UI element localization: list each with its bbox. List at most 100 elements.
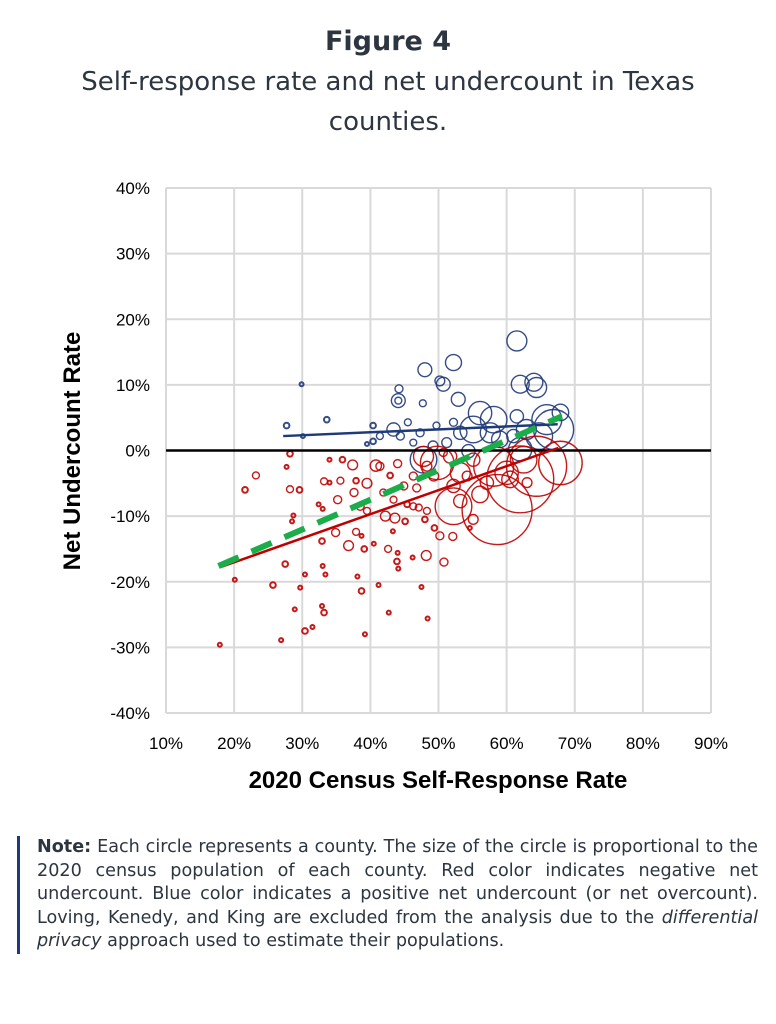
county-point-negative bbox=[290, 512, 297, 519]
county-point-negative bbox=[408, 471, 418, 481]
county-point-positive bbox=[394, 396, 403, 405]
county-point-negative bbox=[421, 460, 433, 472]
county-point-negative bbox=[352, 476, 360, 485]
county-point-negative bbox=[435, 531, 445, 541]
county-point-negative bbox=[420, 549, 432, 562]
county-point-negative bbox=[322, 571, 329, 578]
county-point-negative bbox=[471, 485, 490, 504]
county-point-positive bbox=[510, 374, 530, 394]
county-point-negative bbox=[389, 495, 398, 504]
county-point-negative bbox=[389, 528, 396, 535]
county-point-positive bbox=[467, 400, 493, 426]
county-point-positive bbox=[394, 384, 404, 394]
trend-lines bbox=[166, 413, 711, 569]
county-point-negative bbox=[486, 445, 555, 514]
county-point-negative bbox=[448, 531, 458, 542]
county-point-negative bbox=[424, 615, 431, 622]
y-tick-label: 30% bbox=[116, 245, 150, 264]
y-tick-label: -40% bbox=[110, 704, 150, 723]
figure-label: Figure 4 bbox=[324, 26, 452, 57]
figure-subtitle: Self-response rate and net undercount in… bbox=[81, 67, 695, 137]
county-point-negative bbox=[361, 477, 373, 489]
y-axis-title: Net Undercount Rate bbox=[59, 332, 86, 571]
county-point-positive bbox=[403, 418, 413, 427]
county-point-negative bbox=[370, 540, 377, 547]
y-tick-label: 20% bbox=[116, 310, 150, 329]
county-point-negative bbox=[301, 571, 308, 578]
county-point-negative bbox=[301, 627, 309, 635]
county-point-negative bbox=[289, 518, 296, 525]
y-tick-label: -20% bbox=[110, 573, 150, 592]
x-tick-label: 70% bbox=[558, 734, 592, 753]
y-tick-label: 10% bbox=[116, 376, 150, 395]
county-point-negative bbox=[361, 631, 368, 638]
county-point-negative bbox=[393, 557, 401, 566]
county-point-negative bbox=[434, 487, 473, 526]
x-tick-label: 20% bbox=[217, 734, 251, 753]
county-point-positive bbox=[282, 421, 291, 430]
y-tick-label: 0% bbox=[125, 442, 150, 461]
county-point-positive bbox=[509, 409, 525, 424]
note-text-end: approach used to estimate their populati… bbox=[101, 931, 505, 952]
county-point-negative bbox=[326, 479, 333, 486]
county-point-negative bbox=[309, 624, 316, 631]
county-point-negative bbox=[278, 637, 285, 644]
county-point-negative bbox=[412, 445, 435, 468]
note-text: Each circle represents a county. The siz… bbox=[37, 837, 758, 928]
county-point-positive bbox=[524, 372, 544, 392]
county-point-positive bbox=[298, 381, 305, 388]
county-point-negative bbox=[347, 459, 359, 471]
county-point-positive bbox=[525, 376, 548, 399]
county-point-negative bbox=[283, 463, 290, 470]
county-point-negative bbox=[421, 515, 429, 524]
county-point-negative bbox=[409, 554, 416, 561]
y-tick-label: -30% bbox=[110, 638, 150, 657]
county-point-positive bbox=[369, 421, 377, 430]
county-point-negative bbox=[409, 502, 418, 511]
county-point-negative bbox=[336, 476, 345, 485]
county-point-negative bbox=[414, 503, 423, 512]
county-point-negative bbox=[354, 573, 361, 580]
county-point-negative bbox=[418, 584, 425, 590]
county-point-negative bbox=[439, 557, 449, 567]
county-point-positive bbox=[441, 437, 453, 449]
county-point-negative bbox=[395, 565, 402, 572]
county-point-negative bbox=[357, 587, 366, 595]
county-point-negative bbox=[216, 641, 223, 648]
county-point-negative bbox=[315, 501, 322, 508]
county-point-negative bbox=[297, 584, 304, 591]
x-tick-label: 40% bbox=[353, 734, 387, 753]
county-point-negative bbox=[369, 459, 383, 472]
county-point-negative bbox=[392, 458, 403, 469]
county-point-negative bbox=[385, 609, 392, 616]
county-point-negative bbox=[386, 471, 394, 480]
county-point-negative bbox=[285, 485, 295, 494]
note: Note: Each circle represents a county. T… bbox=[17, 836, 758, 954]
county-point-positive bbox=[479, 422, 501, 444]
note-label: Note: bbox=[37, 837, 92, 857]
county-point-negative bbox=[452, 493, 468, 509]
county-point-positive bbox=[390, 392, 406, 409]
county-point-negative bbox=[269, 581, 277, 589]
county-point-negative bbox=[467, 513, 479, 526]
county-point-positive bbox=[418, 399, 427, 408]
county-point-negative bbox=[494, 460, 519, 486]
county-point-negative bbox=[338, 455, 347, 464]
county-point-negative bbox=[349, 487, 359, 498]
data-points bbox=[216, 330, 583, 648]
x-tick-label: 50% bbox=[421, 734, 455, 753]
county-point-negative bbox=[286, 449, 294, 458]
county-point-negative bbox=[501, 470, 519, 489]
trend-line-all bbox=[217, 413, 564, 569]
x-tick-label: 10% bbox=[149, 734, 183, 753]
county-point-negative bbox=[521, 477, 533, 489]
x-tick-label: 30% bbox=[285, 734, 319, 753]
county-point-negative bbox=[281, 560, 290, 568]
county-point-negative bbox=[319, 563, 326, 569]
county-point-negative bbox=[479, 475, 495, 490]
county-point-negative bbox=[461, 473, 533, 546]
county-point-negative bbox=[231, 576, 238, 583]
county-point-negative bbox=[375, 582, 382, 589]
county-point-negative bbox=[430, 524, 439, 532]
county-point-positive bbox=[450, 391, 466, 407]
